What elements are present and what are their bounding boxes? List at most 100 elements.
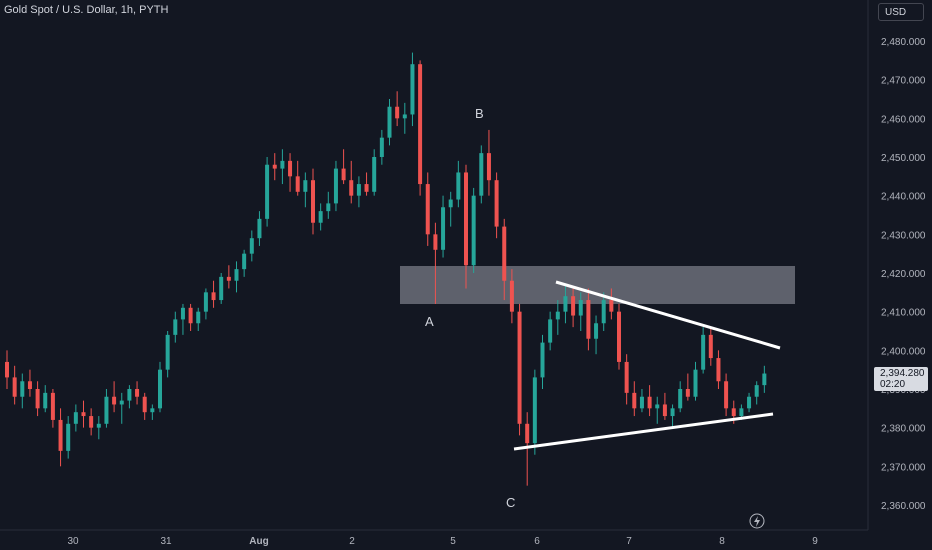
y-tick-label: 2,440.000 xyxy=(881,192,926,203)
candle-body xyxy=(387,106,392,138)
candle xyxy=(486,129,491,196)
candle xyxy=(27,369,32,397)
candle xyxy=(647,385,652,417)
candle-body xyxy=(425,184,430,235)
candle-body xyxy=(119,400,124,405)
candle-body xyxy=(318,211,323,223)
candle-body xyxy=(288,160,293,177)
currency-button[interactable]: USD xyxy=(878,3,924,21)
x-tick-label: 6 xyxy=(534,536,540,547)
candle xyxy=(43,385,48,413)
annotation-b: B xyxy=(475,106,484,121)
candle xyxy=(555,300,560,335)
candle xyxy=(387,98,392,146)
candle xyxy=(234,261,239,293)
candle-body xyxy=(150,408,155,413)
candle xyxy=(609,288,614,320)
candle xyxy=(716,350,721,389)
candle xyxy=(379,129,384,165)
candle xyxy=(418,60,423,196)
candle xyxy=(372,149,377,196)
candle-body xyxy=(464,172,468,266)
candle-body xyxy=(685,388,690,397)
candle-body xyxy=(158,369,162,409)
candle xyxy=(448,191,453,227)
x-tick-label: 7 xyxy=(626,536,632,547)
candle-body xyxy=(647,396,652,409)
annotation-a: A xyxy=(425,314,434,329)
bar-countdown: 02:20 xyxy=(880,379,906,390)
candle xyxy=(96,416,101,440)
candle xyxy=(578,292,583,331)
candle-body xyxy=(693,369,698,397)
candle-body xyxy=(135,388,140,397)
candle xyxy=(502,218,507,301)
candle xyxy=(158,361,162,413)
candle xyxy=(762,365,767,393)
candle-body xyxy=(5,361,9,378)
candle-body xyxy=(701,334,706,370)
time-axis[interactable]: 30 31 Aug 2 5 6 7 8 9 xyxy=(67,536,818,547)
candle xyxy=(311,168,315,235)
candle-body xyxy=(203,292,208,312)
candle-body xyxy=(27,381,32,389)
candle-body xyxy=(265,164,270,219)
candle-body xyxy=(20,381,25,397)
candle-body xyxy=(272,164,277,169)
candle xyxy=(119,392,124,424)
supply-zone-rectangle[interactable] xyxy=(400,266,795,304)
candle-body xyxy=(578,300,583,316)
candle xyxy=(333,160,338,212)
upper-trendline[interactable] xyxy=(555,280,781,350)
candle-body xyxy=(112,396,117,405)
candle-body xyxy=(43,392,48,409)
y-tick-label: 2,460.000 xyxy=(881,114,926,125)
candle-body xyxy=(532,377,537,444)
candle-body xyxy=(364,184,369,192)
candle xyxy=(20,373,25,409)
candle-body xyxy=(196,311,201,324)
chart-title: Gold Spot / U.S. Dollar, 1h, PYTH xyxy=(4,4,169,16)
x-tick-label: 9 xyxy=(812,536,818,547)
candle-body xyxy=(12,377,17,397)
candle-body xyxy=(525,423,530,444)
candle xyxy=(754,381,759,405)
candle-body xyxy=(731,408,736,417)
candle-body xyxy=(66,423,71,451)
candle-body xyxy=(127,388,132,401)
candle xyxy=(617,303,621,370)
candle xyxy=(35,381,40,417)
candle-body xyxy=(58,419,63,451)
candle xyxy=(563,284,568,324)
y-tick-label: 2,480.000 xyxy=(881,37,926,48)
candle xyxy=(318,203,323,231)
candle xyxy=(594,315,599,355)
candle-body xyxy=(563,296,568,312)
y-tick-label: 2,370.000 xyxy=(881,462,926,473)
candle xyxy=(265,156,270,227)
candle xyxy=(655,396,660,424)
candle xyxy=(494,172,499,239)
candle-body xyxy=(295,176,300,192)
candle xyxy=(142,392,147,420)
candle xyxy=(395,91,400,127)
candle xyxy=(188,303,193,331)
candle xyxy=(433,222,438,304)
lightning-icon[interactable] xyxy=(749,513,765,529)
x-tick-label: 5 xyxy=(450,536,456,547)
lower-trendline[interactable] xyxy=(513,412,774,451)
candle-body xyxy=(609,300,614,312)
candle-body xyxy=(341,168,346,181)
y-tick-label: 2,400.000 xyxy=(881,346,926,357)
candle xyxy=(464,164,468,289)
annotation-c: C xyxy=(506,495,515,510)
candle-body xyxy=(257,218,262,239)
candle xyxy=(701,327,706,374)
candle xyxy=(456,160,461,208)
candle xyxy=(356,176,361,208)
candle xyxy=(226,265,231,289)
y-tick-label: 2,410.000 xyxy=(881,308,926,319)
candle-body xyxy=(540,342,545,378)
price-axis[interactable]: 2,360.0002,370.0002,380.0002,390.0002,40… xyxy=(881,37,926,512)
